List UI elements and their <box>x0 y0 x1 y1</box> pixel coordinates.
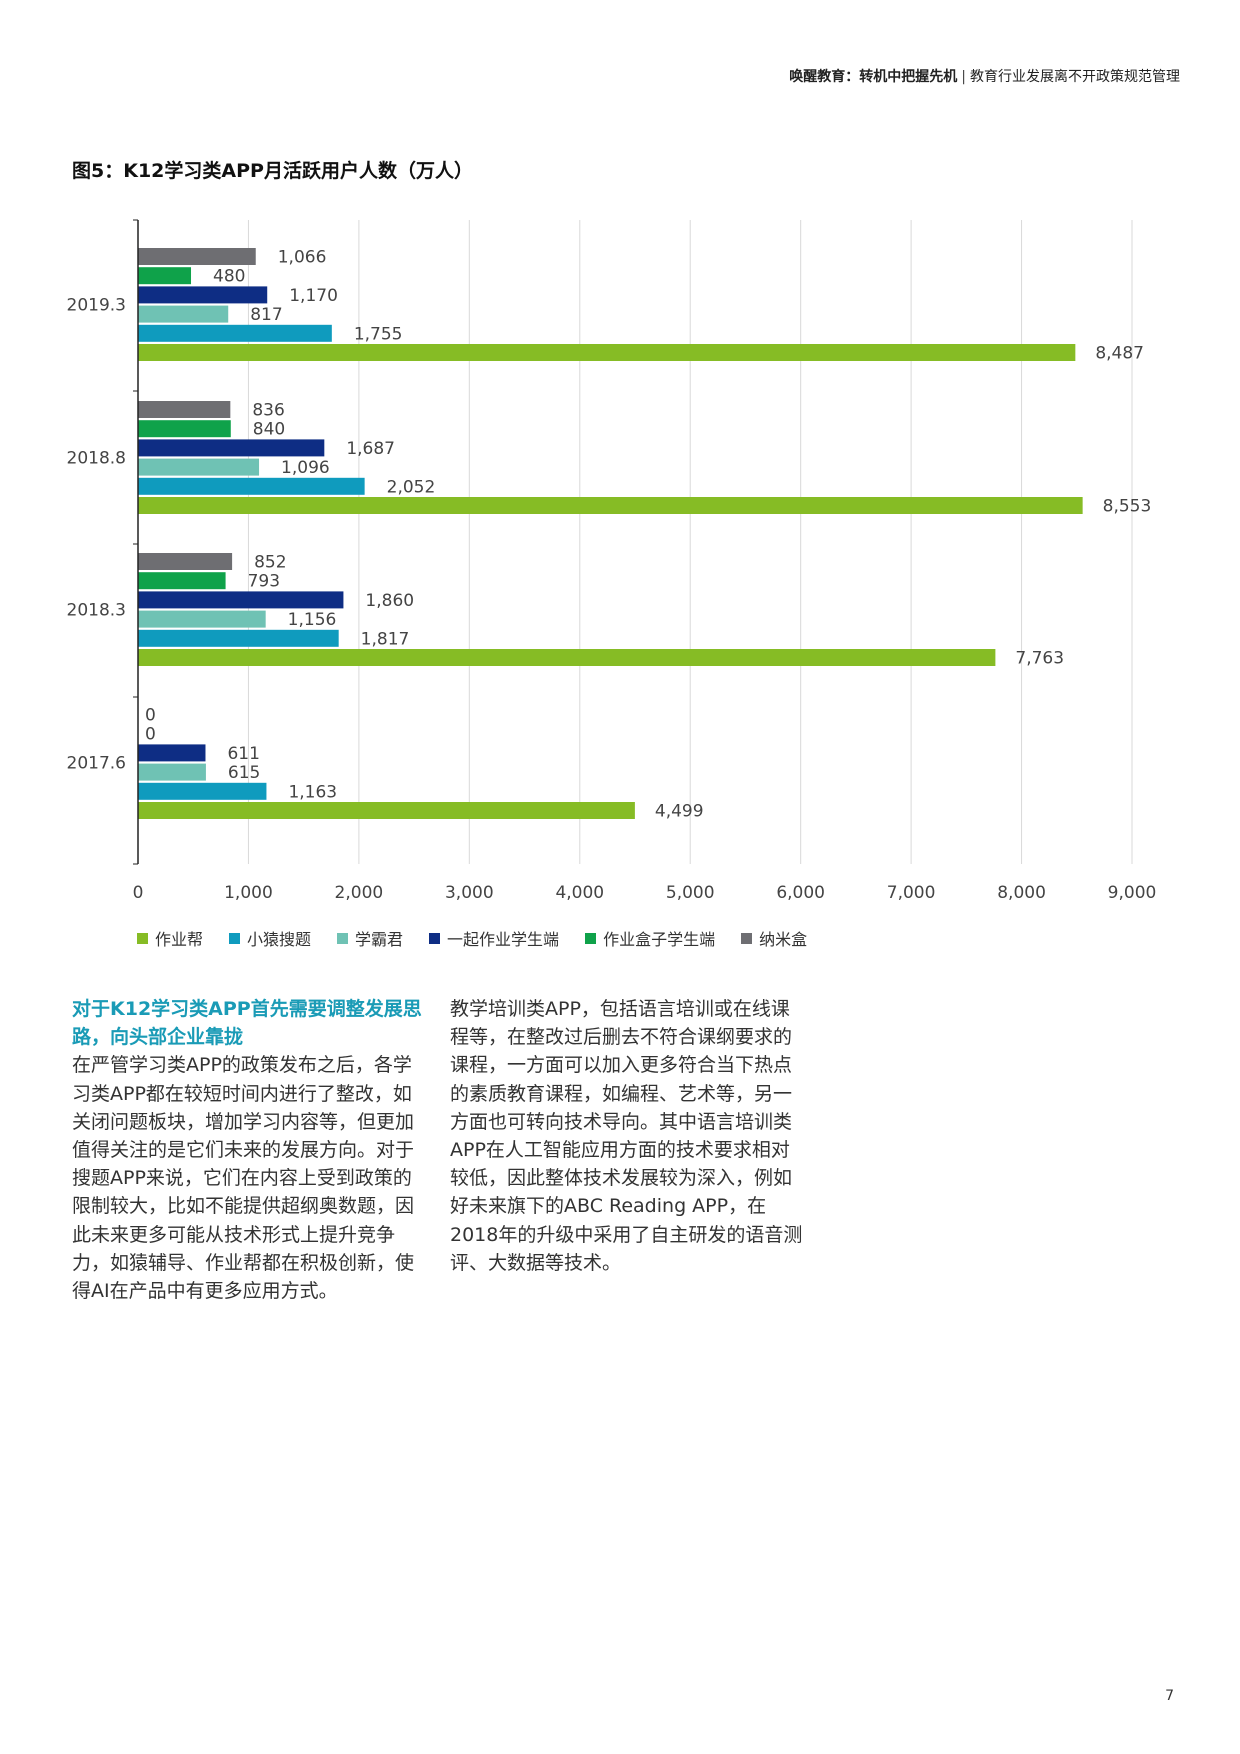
legend-label: 作业盒子学生端 <box>603 930 716 949</box>
bar <box>138 572 226 590</box>
bar <box>138 420 231 438</box>
x-tick-label: 6,000 <box>776 883 825 903</box>
bar <box>138 782 267 800</box>
chart-gridlines <box>247 220 1133 864</box>
x-tick-label: 3,000 <box>445 883 494 903</box>
data-label: 8,553 <box>1103 497 1152 517</box>
page-number: 7 <box>1165 1688 1174 1704</box>
bar <box>138 401 231 418</box>
data-label: 817 <box>250 305 282 325</box>
legend-label: 学霸君 <box>355 930 404 949</box>
data-label: 1,066 <box>278 248 327 268</box>
data-label: 836 <box>252 401 284 421</box>
page-header: 唤醒教育：转机中把握先机 | 教育行业发展离不开政策规范管理 <box>789 66 1180 86</box>
data-label: 1,156 <box>288 610 337 630</box>
right-body-paragraph: 教学培训类APP，包括语言培训或在线课程等，在整改过后删去不符合课纲要求的课程，… <box>450 998 803 1274</box>
data-label: 1,755 <box>354 324 403 344</box>
x-tick-label: 5,000 <box>666 883 715 903</box>
data-label: 480 <box>213 267 245 287</box>
data-label: 1,687 <box>346 439 395 459</box>
data-label: 615 <box>228 763 260 783</box>
legend-item: 作业帮 <box>137 926 203 950</box>
bar <box>138 802 635 819</box>
data-label: 793 <box>248 572 280 592</box>
legend-label: 小猿搜题 <box>247 930 312 949</box>
bar <box>138 553 233 570</box>
category-label: 2018.8 <box>67 449 126 469</box>
legend-item: 纳米盒 <box>741 926 807 950</box>
bar <box>138 591 344 609</box>
x-tick-label: 9,000 <box>1108 883 1157 903</box>
data-label: 1,817 <box>361 629 410 649</box>
bar <box>138 610 266 628</box>
bar <box>138 763 206 781</box>
bar <box>138 267 192 285</box>
legend-swatch <box>229 932 241 944</box>
data-label: 1,163 <box>288 782 337 802</box>
chart-legend: 作业帮 小猿搜题 学霸君 一起作业学生端 作业盒子学生端 纳米盒 <box>137 926 807 950</box>
data-label: 840 <box>253 420 285 440</box>
bar <box>138 458 260 476</box>
legend-swatch <box>337 932 349 944</box>
data-label: 1,860 <box>365 591 414 611</box>
section-heading: 对于K12学习类APP首先需要调整发展思路，向头部企业靠拢 <box>72 998 422 1049</box>
data-label: 611 <box>227 744 259 764</box>
header-section-title: 教育行业发展离不开政策规范管理 <box>970 69 1180 85</box>
data-label: 0 <box>145 725 156 745</box>
legend-item: 作业盒子学生端 <box>585 926 715 950</box>
data-label: 7,763 <box>1015 649 1064 669</box>
bar <box>138 439 325 457</box>
legend-swatch <box>585 932 597 944</box>
chart-axes: 0 1,000 2,000 3,000 4,000 5,000 6,000 7,000 8,00… <box>67 219 1157 903</box>
bar <box>138 649 996 666</box>
data-label: 8,487 <box>1095 344 1144 364</box>
legend-swatch <box>137 932 148 944</box>
legend-item: 小猿搜题 <box>229 926 311 950</box>
text-column-left: 对于K12学习类APP首先需要调整发展思路，向头部企业靠拢 在严管学习类APP的… <box>72 995 422 1305</box>
data-label: 2,052 <box>387 477 436 497</box>
bar <box>138 344 1076 361</box>
x-tick-label: 4,000 <box>555 883 604 903</box>
x-tick-label: 7,000 <box>887 883 936 903</box>
header-report-title: 唤醒教育：转机中把握先机 <box>789 69 958 85</box>
data-label: 1,096 <box>281 458 330 478</box>
bar <box>138 497 1083 514</box>
legend-swatch <box>741 932 753 944</box>
x-tick-label: 0 <box>133 883 144 903</box>
category-label: 2018.3 <box>67 601 126 621</box>
data-label: 0 <box>145 706 156 726</box>
bar <box>138 324 332 342</box>
legend-item: 学霸君 <box>337 926 403 950</box>
data-label: 1,170 <box>289 286 338 306</box>
x-tick-label: 8,000 <box>997 883 1046 903</box>
data-label: 4,499 <box>655 802 704 822</box>
bar <box>138 248 256 265</box>
x-tick-label: 2,000 <box>335 883 384 903</box>
category-label: 2017.6 <box>67 754 126 774</box>
header-separator: | <box>961 69 966 85</box>
legend-label: 纳米盒 <box>759 930 808 949</box>
bar <box>138 744 206 762</box>
legend-swatch <box>429 932 441 944</box>
bar <box>138 305 229 323</box>
bar <box>138 286 268 304</box>
data-label: 852 <box>254 553 286 573</box>
category-label: 2019.3 <box>67 296 126 316</box>
bar <box>138 629 339 647</box>
chart-bars <box>138 248 1083 819</box>
bar <box>138 477 365 495</box>
legend-label: 一起作业学生端 <box>447 930 560 949</box>
legend-item: 一起作业学生端 <box>429 926 559 950</box>
text-column-right: 教学培训类APP，包括语言培训或在线课程等，在整改过后删去不符合课纲要求的课程，… <box>450 995 805 1277</box>
left-body-paragraph: 在严管学习类APP的政策发布之后，各学习类APP都在较短时间内进行了整改，如关闭… <box>72 1054 415 1303</box>
legend-label: 作业帮 <box>155 930 204 949</box>
x-tick-label: 1,000 <box>224 883 273 903</box>
figure-title: 图5：K12学习类APP月活跃用户人数（万人） <box>72 160 473 182</box>
